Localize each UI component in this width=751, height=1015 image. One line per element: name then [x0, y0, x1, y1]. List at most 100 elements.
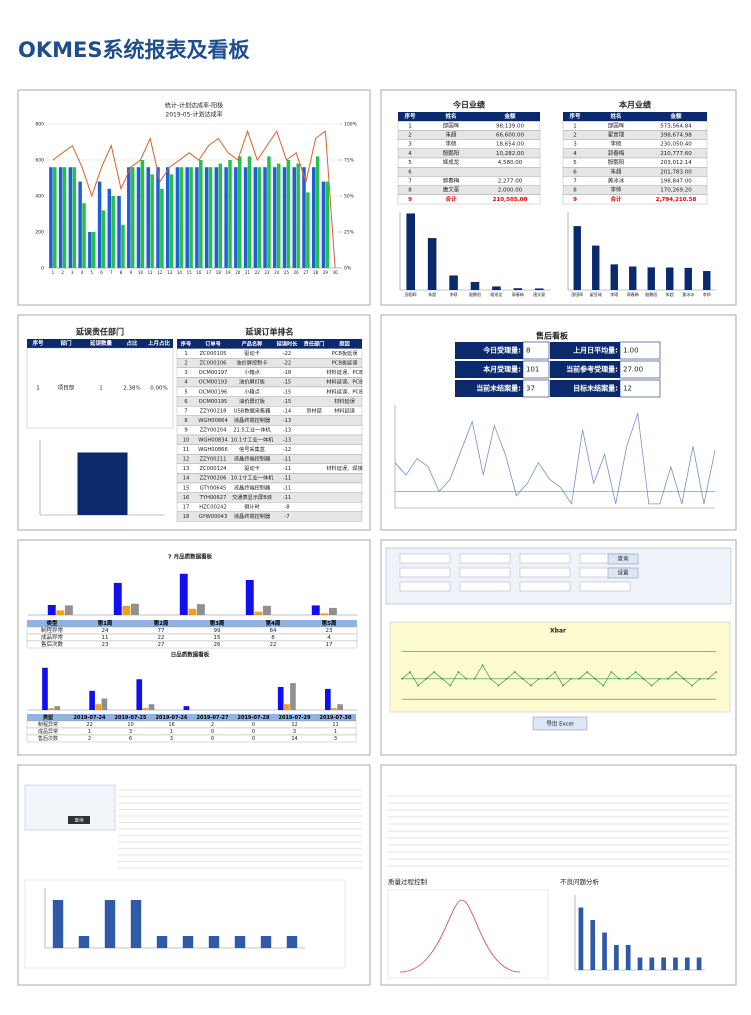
- x-tick-label: 7: [110, 270, 113, 275]
- bar: [53, 167, 57, 268]
- y-tick-label: 600: [35, 158, 44, 164]
- x-tick-label: 13: [167, 270, 173, 275]
- kpi-value-box: [619, 379, 661, 398]
- bar: [247, 156, 252, 268]
- table-cell: 材料延误: [334, 407, 356, 415]
- bar: [614, 945, 619, 970]
- table-cell: 6: [573, 169, 577, 175]
- table-cell: 4: [573, 151, 577, 157]
- table-title: 本月业绩: [618, 100, 651, 110]
- point: [562, 684, 564, 687]
- x-tick-label: 27: [303, 270, 309, 275]
- input: [399, 581, 451, 592]
- bar: [146, 167, 151, 268]
- y2-tick-label: 0%: [344, 266, 352, 272]
- table-cell: 0: [252, 722, 255, 728]
- table-cell: 15: [214, 635, 221, 641]
- column-header: 姓名: [609, 112, 621, 120]
- bar: [101, 210, 106, 268]
- point: [433, 671, 436, 673]
- button-label: 查询: [75, 817, 84, 824]
- column-header: 2019-07-30: [320, 715, 353, 721]
- point: [666, 677, 669, 680]
- bar: [122, 605, 131, 615]
- bar: [273, 167, 277, 268]
- bar: [283, 704, 290, 710]
- bar: [195, 167, 199, 268]
- table-header: [27, 714, 356, 721]
- point: [658, 677, 661, 680]
- table-cell: WGH00866: [198, 447, 228, 453]
- table-cell: 17: [326, 642, 333, 648]
- table-cell: -11: [283, 485, 291, 491]
- bar: [470, 281, 480, 290]
- table-cell: 制程异常: [41, 626, 64, 634]
- kpi-label-box: [550, 380, 620, 397]
- x-tick-label: 郭春梅: [512, 291, 524, 297]
- service-line: [394, 413, 716, 505]
- bar: [237, 156, 242, 268]
- bar: [214, 167, 219, 268]
- x-tick-label: 20: [235, 270, 241, 275]
- x-tick-label: 6: [100, 270, 103, 275]
- table-cell: 1: [170, 729, 173, 735]
- table-cell: 11: [183, 447, 190, 453]
- table-cell: 殷鹏阳: [608, 158, 625, 166]
- table-cell: 唐文豪: [443, 186, 460, 194]
- bar: [649, 957, 655, 970]
- bar: [64, 605, 73, 615]
- bar: [169, 174, 174, 268]
- table-cell: 8: [573, 188, 577, 194]
- table-cell: -18: [283, 370, 291, 376]
- kpi-value-box: [619, 341, 661, 360]
- kpi-value: 8: [526, 347, 530, 355]
- table-cell: 12: [291, 722, 297, 728]
- table-cell: 14: [291, 736, 297, 742]
- point: [674, 671, 677, 673]
- table-cell: 9: [184, 428, 187, 434]
- x-tick-label: 25: [284, 270, 290, 275]
- table-cell: -13: [283, 437, 291, 443]
- table-cell: 66,600.00: [496, 133, 524, 139]
- x-tick-label: 22: [255, 270, 261, 275]
- table-cell: TYH00627: [199, 495, 227, 501]
- x-tick-label: 翟宣瑞: [590, 291, 602, 297]
- chart-title: 7 月品质数据看板: [168, 553, 213, 561]
- bar: [245, 580, 254, 615]
- table-cell: 3: [334, 736, 337, 742]
- table-cell: 材料延误、焊接: [326, 464, 362, 472]
- button-label: 查询: [617, 555, 629, 563]
- table-cell: 液晶终端控制器: [234, 455, 271, 463]
- x-tick-label: 朱超: [666, 291, 674, 297]
- table-cell: 5: [184, 389, 187, 395]
- input: [519, 553, 571, 564]
- table-cell: 9: [573, 197, 577, 203]
- column-header: 延误数量: [89, 339, 113, 347]
- table-cell: -11: [283, 476, 291, 482]
- bar: [282, 167, 287, 268]
- table-cell: 23: [102, 642, 109, 648]
- table-cell: 液晶终端控制器: [234, 416, 271, 424]
- bar: [104, 900, 116, 948]
- x-tick-label: 21: [245, 270, 251, 275]
- table-cell: 10.1寸工业一体机: [231, 474, 274, 482]
- point: [457, 671, 460, 673]
- bar: [78, 181, 82, 268]
- table-cell: 液晶终端控制器: [234, 483, 271, 491]
- table-header: [398, 112, 540, 122]
- table-header: [27, 339, 173, 348]
- table-cell: 材料延误: [334, 397, 356, 405]
- bar: [449, 275, 458, 290]
- bar: [267, 156, 271, 268]
- kpi-label: 今日受理量:: [482, 346, 521, 355]
- table-cell: 2: [408, 133, 412, 139]
- point: [707, 677, 709, 680]
- table-cell: OCM00195: [199, 399, 228, 405]
- table-cell: 27: [158, 642, 165, 648]
- bar: [218, 163, 223, 268]
- bar: [311, 605, 320, 615]
- input: [399, 553, 451, 564]
- x-tick-label: 11: [148, 270, 154, 275]
- kpi-value: 1.00: [623, 347, 639, 355]
- bar: [95, 704, 102, 710]
